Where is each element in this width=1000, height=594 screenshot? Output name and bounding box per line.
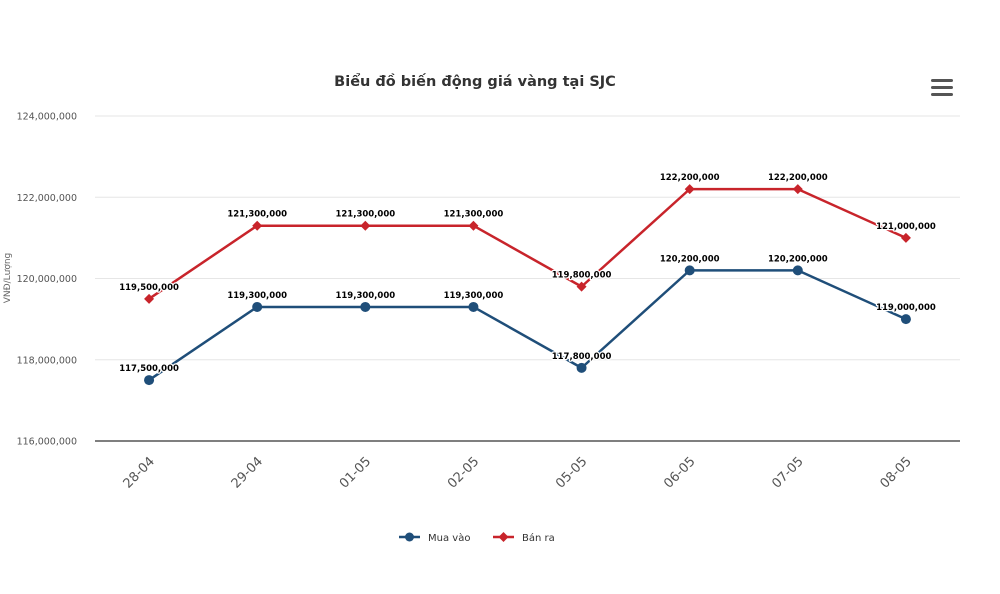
data-point-ban-ra[interactable] bbox=[144, 293, 155, 304]
data-point-mua-vao[interactable] bbox=[468, 301, 479, 312]
y-tick-label: 120,000,000 bbox=[17, 274, 77, 285]
x-tick-label: 07-05 bbox=[769, 454, 806, 491]
legend-item-ban-ra[interactable]: Bán ra bbox=[493, 532, 555, 544]
series-layer bbox=[144, 184, 911, 386]
x-tick-label: 08-05 bbox=[877, 454, 914, 491]
x-axis-ticks: 28-04 29-04 01-05 02-05 05-05 06-05 07-05 08-05 bbox=[121, 454, 915, 491]
legend: Mua vào Bán ra bbox=[399, 532, 555, 544]
data-point-ban-ra[interactable] bbox=[900, 232, 911, 243]
data-point-ban-ra[interactable] bbox=[576, 281, 587, 292]
data-label-ban-ra: 119,800,000 bbox=[552, 271, 612, 281]
data-point-ban-ra[interactable] bbox=[468, 220, 479, 231]
data-point-ban-ra[interactable] bbox=[360, 220, 371, 231]
data-labels-layer: 117,500,000 119,300,000 119,300,000 119,300… bbox=[118, 172, 937, 375]
data-label-ban-ra: 121,300,000 bbox=[227, 210, 287, 220]
x-tick-label: 05-05 bbox=[553, 454, 590, 491]
series-line-mua-vao bbox=[148, 269, 907, 382]
legend-marker-ban-ra bbox=[498, 532, 509, 542]
data-label-ban-ra: 122,200,000 bbox=[768, 173, 828, 183]
y-tick-label: 124,000,000 bbox=[17, 112, 77, 123]
y-tick-label: 116,000,000 bbox=[17, 437, 77, 448]
data-point-ban-ra[interactable] bbox=[252, 220, 263, 231]
data-point-ban-ra[interactable] bbox=[792, 184, 803, 195]
data-point-mua-vao[interactable] bbox=[900, 314, 911, 325]
data-point-mua-vao[interactable] bbox=[792, 265, 803, 276]
data-label-ban-ra: 121,300,000 bbox=[444, 210, 504, 220]
y-tick-label: 122,000,000 bbox=[17, 193, 77, 204]
data-point-mua-vao[interactable] bbox=[360, 301, 371, 312]
x-tick-label: 28-04 bbox=[121, 454, 158, 491]
data-label-mua-vao: 120,200,000 bbox=[768, 254, 828, 264]
data-point-mua-vao[interactable] bbox=[684, 265, 695, 276]
data-point-mua-vao[interactable] bbox=[144, 375, 155, 386]
legend-label-mua-vao: Mua vào bbox=[428, 532, 470, 544]
x-tick-label: 06-05 bbox=[661, 454, 698, 491]
x-tick-label: 02-05 bbox=[445, 454, 482, 491]
series-line-ban-ra bbox=[148, 187, 907, 300]
data-label-mua-vao: 117,500,000 bbox=[119, 364, 179, 374]
legend-item-mua-vao[interactable]: Mua vào bbox=[399, 532, 470, 544]
x-tick-label: 29-04 bbox=[229, 454, 266, 491]
menu-button[interactable] bbox=[926, 74, 956, 100]
data-label-mua-vao: 119,300,000 bbox=[227, 291, 287, 301]
x-tick-label: 01-05 bbox=[337, 454, 374, 491]
legend-label-ban-ra: Bán ra bbox=[522, 532, 555, 544]
data-label-mua-vao: 119,000,000 bbox=[876, 303, 936, 313]
y-tick-label: 118,000,000 bbox=[17, 355, 77, 366]
chart-title: Biểu đồ biến động giá vàng tại SJC bbox=[334, 73, 616, 90]
data-label-mua-vao: 119,300,000 bbox=[444, 291, 504, 301]
data-label-mua-vao: 119,300,000 bbox=[335, 291, 395, 301]
data-label-ban-ra: 119,500,000 bbox=[119, 283, 179, 293]
data-label-ban-ra: 122,200,000 bbox=[660, 173, 720, 183]
data-point-ban-ra[interactable] bbox=[684, 184, 695, 195]
y-axis-label: VNĐ/Lượng bbox=[3, 253, 13, 304]
data-label-ban-ra: 121,300,000 bbox=[335, 210, 395, 220]
hamburger-menu-icon[interactable] bbox=[931, 79, 953, 96]
y-gridlines bbox=[95, 115, 960, 361]
data-point-mua-vao[interactable] bbox=[576, 362, 587, 373]
y-axis-ticks: 116,000,000 118,000,000 120,000,000 122,000… bbox=[17, 112, 77, 448]
data-label-mua-vao: 117,800,000 bbox=[552, 352, 612, 362]
legend-marker-mua-vao bbox=[405, 532, 414, 542]
data-label-ban-ra: 121,000,000 bbox=[876, 222, 936, 232]
data-label-mua-vao: 120,200,000 bbox=[660, 254, 720, 264]
data-point-mua-vao[interactable] bbox=[252, 301, 263, 312]
